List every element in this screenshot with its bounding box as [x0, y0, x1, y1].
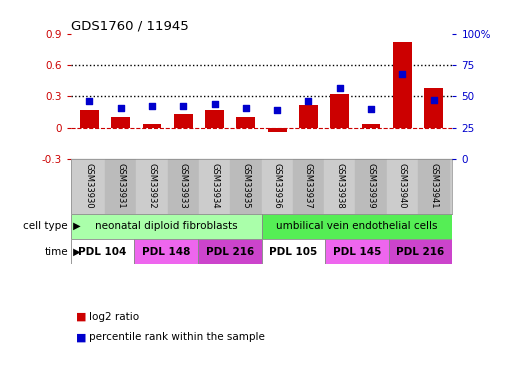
Text: GSM33931: GSM33931	[116, 163, 125, 209]
Bar	[393, 42, 412, 128]
Text: PDL 216: PDL 216	[206, 247, 254, 256]
Text: GSM33940: GSM33940	[398, 163, 407, 209]
Text: GSM33935: GSM33935	[241, 163, 251, 209]
Point	[336, 84, 344, 90]
Text: ■: ■	[76, 333, 90, 342]
Text: GSM33934: GSM33934	[210, 163, 219, 209]
Bar	[424, 88, 443, 128]
Bar	[74, 159, 105, 213]
Bar	[230, 159, 262, 213]
Text: GSM33936: GSM33936	[272, 163, 282, 209]
Text: umbilical vein endothelial cells: umbilical vein endothelial cells	[276, 221, 438, 231]
Bar	[71, 213, 262, 239]
Point	[85, 98, 94, 104]
Text: PDL 104: PDL 104	[78, 247, 127, 256]
Bar	[262, 159, 293, 213]
Text: GSM33930: GSM33930	[85, 163, 94, 209]
Bar	[198, 239, 262, 264]
Bar	[134, 239, 198, 264]
Text: time: time	[44, 247, 68, 256]
Text: log2 ratio: log2 ratio	[89, 312, 139, 322]
Bar	[199, 159, 230, 213]
Point	[242, 105, 250, 111]
Point	[304, 98, 313, 104]
Text: ■: ■	[76, 312, 90, 322]
Bar	[143, 124, 162, 128]
Bar	[293, 159, 324, 213]
Text: PDL 148: PDL 148	[142, 247, 190, 256]
Text: PDL 145: PDL 145	[333, 247, 381, 256]
Point	[179, 103, 187, 109]
Bar	[361, 124, 380, 128]
Bar	[262, 213, 452, 239]
Text: GSM33933: GSM33933	[179, 163, 188, 209]
Bar	[331, 94, 349, 128]
Bar	[356, 159, 386, 213]
Text: GSM33937: GSM33937	[304, 163, 313, 209]
Bar	[174, 114, 192, 128]
Bar	[389, 239, 452, 264]
Text: GDS1760 / 11945: GDS1760 / 11945	[71, 20, 188, 33]
Bar	[268, 128, 287, 132]
Bar	[80, 110, 99, 128]
Bar	[236, 117, 255, 128]
Bar	[386, 159, 418, 213]
Bar	[262, 239, 325, 264]
Point	[210, 101, 219, 107]
Bar	[299, 105, 318, 128]
Bar	[324, 159, 356, 213]
Text: ▶: ▶	[70, 247, 81, 256]
Bar	[325, 239, 389, 264]
Text: percentile rank within the sample: percentile rank within the sample	[89, 333, 265, 342]
Text: ▶: ▶	[70, 221, 81, 231]
Point	[273, 107, 281, 113]
Text: GSM33932: GSM33932	[147, 163, 156, 209]
Bar	[111, 117, 130, 128]
Bar	[71, 239, 134, 264]
Bar	[105, 159, 137, 213]
Text: PDL 105: PDL 105	[269, 247, 317, 256]
Point	[367, 106, 375, 112]
Bar	[137, 159, 167, 213]
Text: GSM33939: GSM33939	[367, 163, 376, 209]
Text: GSM33938: GSM33938	[335, 163, 344, 209]
Text: PDL 216: PDL 216	[396, 247, 445, 256]
Text: cell type: cell type	[24, 221, 68, 231]
Text: neonatal diploid fibroblasts: neonatal diploid fibroblasts	[95, 221, 237, 231]
Bar	[167, 159, 199, 213]
Bar	[418, 159, 449, 213]
Text: GSM33941: GSM33941	[429, 163, 438, 209]
Point	[148, 103, 156, 109]
Bar	[205, 110, 224, 128]
Point	[398, 71, 406, 77]
Point	[429, 97, 438, 103]
Point	[117, 105, 125, 111]
